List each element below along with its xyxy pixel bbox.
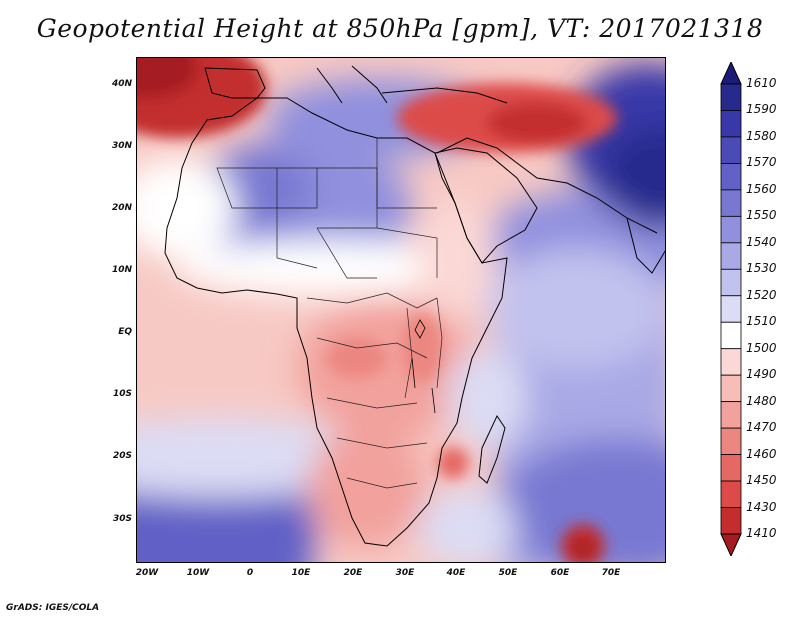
- colorbar-level-label: 1450: [746, 473, 777, 488]
- colorbar-level-label: 1590: [746, 102, 777, 117]
- x-tick-label: 10W: [186, 568, 210, 578]
- colorbar-swatch: [720, 321, 742, 350]
- x-tick-label: 50E: [498, 568, 518, 578]
- x-tick-label: 60E: [550, 568, 570, 578]
- country-borders: [216, 138, 443, 489]
- colorbar-level-label: 1430: [746, 499, 777, 514]
- colorbar-swatch: [720, 242, 742, 270]
- colorbar-level-label: 1410: [746, 526, 777, 540]
- colorbar-swatch: [720, 480, 742, 508]
- x-tick-label: 0: [246, 568, 254, 578]
- field-highs: [137, 58, 617, 562]
- coastlines: [164, 65, 665, 547]
- colorbar-level-label: 1610: [746, 76, 777, 90]
- colorbar-swatch: [720, 348, 742, 376]
- x-tick-label: 70E: [601, 568, 621, 578]
- x-tick-label: 20E: [343, 568, 363, 578]
- colorbar-level-label: 1460: [746, 446, 777, 461]
- colorbar-level-label: 1570: [746, 155, 777, 170]
- x-tick-label: 10E: [291, 568, 311, 578]
- colorbar-swatch: [720, 215, 742, 244]
- colorbar-level-label: 1490: [746, 367, 777, 382]
- colorbar-level-label: 1470: [746, 420, 777, 435]
- colorbar-level-label: 1540: [746, 234, 777, 249]
- geopotential-field: [137, 58, 665, 562]
- colorbar-level-label: 1480: [746, 393, 777, 408]
- colorbar-level-label: 1550: [746, 208, 777, 223]
- x-tick-label: 40E: [446, 568, 466, 578]
- colorbar-level-label: 1560: [746, 181, 777, 196]
- colorbar-swatch: [720, 454, 742, 482]
- colorbar-swatch: [720, 507, 742, 535]
- y-tick-label: 20N: [111, 203, 132, 213]
- colorbar: [720, 62, 742, 556]
- y-tick-label: 40N: [111, 79, 132, 89]
- y-tick-label: 10N: [111, 265, 132, 275]
- colorbar-swatch: [720, 189, 742, 217]
- colorbar-level-label: 1580: [746, 128, 777, 143]
- y-tick-label: 30N: [111, 141, 132, 151]
- y-tick-label: EQ: [118, 327, 132, 337]
- colorbar-swatch: [720, 374, 742, 403]
- colorbar-swatch: [720, 163, 742, 191]
- y-tick-label: 30S: [112, 514, 132, 524]
- grads-credit: GrADS: IGES/COLA: [6, 603, 100, 613]
- colorbar-level-label: 1530: [746, 261, 777, 276]
- y-tick-label: 20S: [112, 451, 132, 461]
- colorbar-swatch: [720, 427, 742, 455]
- lakes: [411, 319, 436, 414]
- colorbar-level-label: 1520: [746, 287, 777, 302]
- colorbar-swatch: [720, 295, 742, 323]
- y-tick-label: 10S: [112, 389, 132, 399]
- x-tick-label: 20W: [135, 568, 159, 578]
- colorbar-swatch: [720, 401, 742, 429]
- colorbar-bottom-arrow: [720, 533, 742, 556]
- colorbar-top-arrow: [720, 62, 742, 85]
- colorbar-swatch: [720, 268, 742, 297]
- colorbar-swatch: [720, 110, 742, 138]
- map-title: Geopotential Height at 850hPa [gpm], VT:…: [36, 14, 764, 43]
- colorbar-swatch: [720, 83, 742, 111]
- colorbar-level-label: 1500: [746, 340, 777, 355]
- colorbar-level-label: 1510: [746, 314, 777, 329]
- colorbar-swatch: [720, 136, 742, 164]
- map-plot-area: [136, 57, 666, 563]
- x-tick-label: 30E: [395, 568, 415, 578]
